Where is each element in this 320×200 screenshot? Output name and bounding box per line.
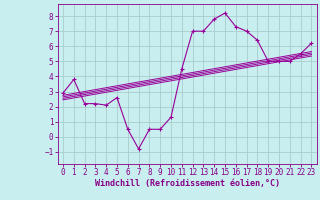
X-axis label: Windchill (Refroidissement éolien,°C): Windchill (Refroidissement éolien,°C)	[95, 179, 280, 188]
